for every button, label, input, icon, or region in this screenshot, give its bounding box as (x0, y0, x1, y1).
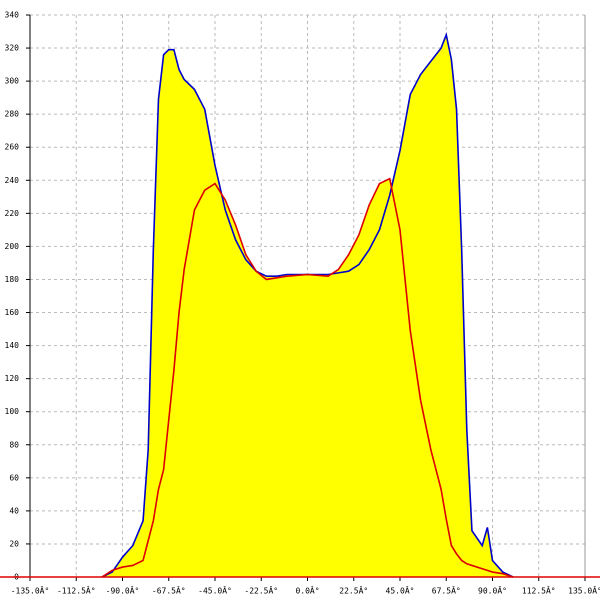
y-tick-label: 40 (9, 506, 19, 515)
y-tick-label: 180 (5, 275, 20, 284)
x-tick-label: 112.5Â° (522, 585, 556, 596)
y-tick-label: 80 (9, 440, 19, 449)
x-tick-label: 135.0Â° (568, 585, 600, 596)
x-tick-label: -90.0Â° (106, 585, 140, 596)
x-tick-label: 90.0Â° (478, 585, 507, 596)
y-tick-label: 300 (5, 77, 20, 86)
y-tick-label: 200 (5, 242, 20, 251)
y-tick-label: 60 (9, 473, 19, 482)
y-tick-label: 260 (5, 143, 20, 152)
y-tick-label: 240 (5, 176, 20, 185)
x-tick-label: 0.0Â° (295, 585, 319, 596)
series-line (101, 177, 514, 578)
y-tick-label: 280 (5, 110, 20, 119)
x-tick-label: -22.5Â° (244, 585, 278, 596)
y-tick-label: 100 (5, 407, 20, 416)
y-tick-label: 320 (5, 44, 20, 53)
x-tick-label: -67.5Â° (152, 585, 186, 596)
y-tick-label: 220 (5, 209, 20, 218)
x-tick-label: 45.0Â° (386, 585, 415, 596)
x-tick-label: 67.5Â° (432, 585, 461, 596)
y-tick-label: 140 (5, 341, 20, 350)
x-tick-label: 22.5Â° (339, 585, 368, 596)
x-tick-label: -45.0Â° (198, 585, 232, 596)
y-tick-label: 160 (5, 308, 20, 317)
y-tick-label: 120 (5, 374, 20, 383)
area-fill (101, 178, 514, 577)
x-tick-label: -112.5Â° (57, 585, 96, 596)
y-tick-label: 20 (9, 539, 19, 548)
y-tick-label: 340 (5, 11, 20, 20)
x-tick-label: -135.0Â° (11, 585, 50, 596)
